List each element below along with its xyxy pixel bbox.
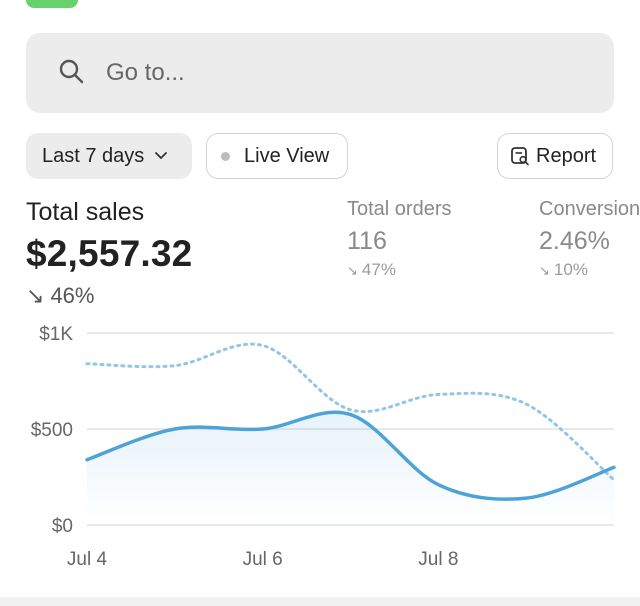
chevron-down-icon [155,152,168,159]
live-view-button[interactable]: Live View [206,133,348,179]
total-sales-label: Total sales [26,198,145,226]
total-sales-value: $2,557.32 [26,233,193,274]
x-tick-label: Jul 4 [67,549,108,570]
conversion-label: Conversion [539,198,640,220]
y-tick-label: $1K [39,324,73,345]
y-tick-label: $0 [52,516,73,537]
date-range-button[interactable]: Last 7 days [26,133,192,179]
report-icon [511,147,529,166]
total-orders-value: 116 [347,227,387,255]
conversion-change-value: 10% [553,260,588,279]
conversion-value: 2.46% [539,227,610,255]
x-tick-label: Jul 8 [418,549,458,570]
arrow-down-right-icon: ↘ [347,263,358,278]
total-orders-metric[interactable]: Total orders 116 ↘ 47% [347,198,452,280]
current-period-area [87,412,614,525]
search-input[interactable]: Go to... [106,59,185,86]
comparison-period-line [85,342,616,482]
report-label: Report [536,144,597,167]
total-sales-change: ↘ 46% [26,283,192,309]
bottom-bar [0,597,640,606]
total-sales-metric[interactable]: Total sales $2,557.32 ↘ 46% [26,198,192,309]
accent-pill[interactable] [26,0,78,8]
search-bar[interactable]: Go to... [26,33,614,113]
report-button[interactable]: Report [497,133,613,179]
conversion-change: ↘ 10% [539,260,640,280]
total-orders-change-value: 47% [361,260,396,279]
arrow-down-right-icon: ↘ [26,283,45,308]
arrow-down-right-icon: ↘ [539,263,550,278]
sales-chart[interactable]: $1K $500 $0 Jul 4 Jul 6 Jul 8 [0,315,640,585]
total-sales-change-value: 46% [50,283,95,308]
current-period-line [85,410,616,501]
conversion-metric[interactable]: Conversion 2.46% ↘ 10% [539,198,640,280]
live-view-label: Live View [244,144,330,167]
y-tick-label: $500 [31,420,73,441]
x-tick-label: Jul 6 [243,549,283,570]
toolbar: Last 7 days Live View Report [0,133,640,179]
live-status-dot-icon [221,151,230,161]
date-range-label: Last 7 days [42,144,145,167]
total-orders-label: Total orders [347,198,452,220]
total-orders-change: ↘ 47% [347,260,452,280]
search-icon [58,58,84,89]
